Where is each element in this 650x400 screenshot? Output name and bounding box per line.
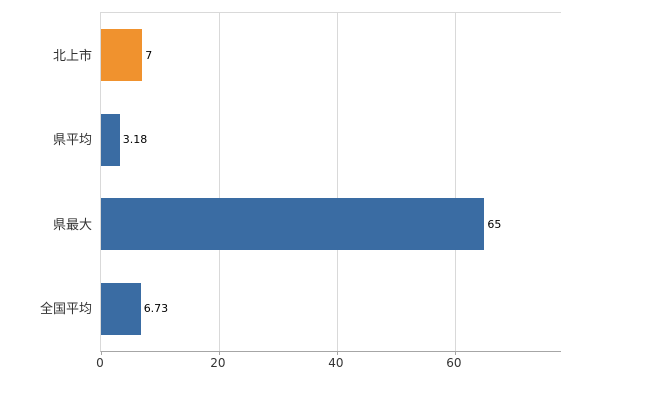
x-tick-label: 0 <box>96 356 104 370</box>
bar <box>101 198 485 251</box>
bar <box>101 29 143 82</box>
axis-tick <box>454 351 456 355</box>
category-label: 北上市 <box>52 48 92 64</box>
x-axis-labels: 0 20 40 60 <box>96 356 560 374</box>
bar-row: 3.18 <box>101 98 561 183</box>
y-axis-labels: 北上市県平均県最大全国平均 <box>0 12 92 350</box>
value-label: 6.73 <box>143 302 169 316</box>
plot-area: 7 3.18 65 6.73 <box>100 12 561 355</box>
value-label: 7 <box>145 48 153 62</box>
category-label: 県最大 <box>52 217 92 233</box>
category-label: 全国平均 <box>39 302 92 318</box>
bar-row: 6.73 <box>101 267 561 352</box>
axis-tick <box>336 351 338 355</box>
x-tick-label: 20 <box>210 356 226 370</box>
bar-row: 65 <box>101 182 561 267</box>
category-label: 県平均 <box>52 133 92 149</box>
bar <box>101 282 141 335</box>
axis-tick <box>218 351 220 355</box>
gridline <box>454 13 456 351</box>
value-label: 3.18 <box>122 133 148 147</box>
value-label: 65 <box>487 217 502 231</box>
axis-tick <box>101 351 102 355</box>
bar-row: 7 <box>101 13 561 98</box>
x-tick-label: 40 <box>328 356 344 370</box>
x-tick-label: 60 <box>446 356 462 370</box>
gridline <box>218 13 220 351</box>
gridline <box>336 13 338 351</box>
bar <box>101 113 120 166</box>
